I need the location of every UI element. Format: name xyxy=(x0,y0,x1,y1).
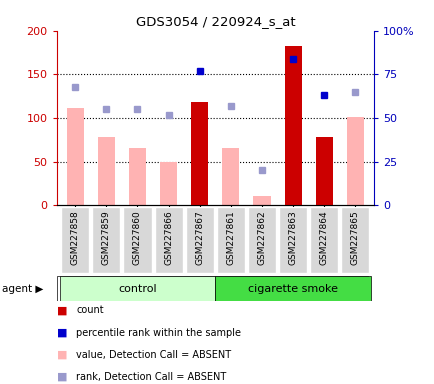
Bar xyxy=(160,162,177,205)
Bar xyxy=(222,148,239,205)
Text: GSM227859: GSM227859 xyxy=(102,210,111,265)
Bar xyxy=(128,148,146,205)
Text: count: count xyxy=(76,305,104,315)
Bar xyxy=(346,117,363,205)
Bar xyxy=(284,46,301,205)
Text: ■: ■ xyxy=(56,350,67,360)
Text: GSM227867: GSM227867 xyxy=(195,210,204,265)
Text: rank, Detection Call = ABSENT: rank, Detection Call = ABSENT xyxy=(76,372,226,382)
Text: GSM227863: GSM227863 xyxy=(288,210,297,265)
Text: agent ▶: agent ▶ xyxy=(2,284,43,294)
FancyBboxPatch shape xyxy=(341,207,368,273)
Text: GSM227861: GSM227861 xyxy=(226,210,235,265)
FancyBboxPatch shape xyxy=(61,207,89,273)
FancyBboxPatch shape xyxy=(279,207,306,273)
Text: GSM227864: GSM227864 xyxy=(319,210,328,265)
Text: GSM227860: GSM227860 xyxy=(133,210,141,265)
FancyBboxPatch shape xyxy=(185,207,213,273)
FancyBboxPatch shape xyxy=(309,207,338,273)
Text: ■: ■ xyxy=(56,305,67,315)
FancyBboxPatch shape xyxy=(154,207,182,273)
Bar xyxy=(66,108,84,205)
Bar xyxy=(191,103,208,205)
Text: GSM227866: GSM227866 xyxy=(164,210,173,265)
Text: value, Detection Call = ABSENT: value, Detection Call = ABSENT xyxy=(76,350,231,360)
FancyBboxPatch shape xyxy=(92,207,120,273)
Text: ■: ■ xyxy=(56,328,67,338)
Text: GSM227865: GSM227865 xyxy=(350,210,359,265)
Bar xyxy=(315,137,332,205)
Title: GDS3054 / 220924_s_at: GDS3054 / 220924_s_at xyxy=(135,15,294,28)
Bar xyxy=(98,137,115,205)
Text: GSM227862: GSM227862 xyxy=(257,210,266,265)
FancyBboxPatch shape xyxy=(247,207,276,273)
Text: GSM227858: GSM227858 xyxy=(71,210,79,265)
FancyBboxPatch shape xyxy=(217,207,244,273)
Text: cigarette smoke: cigarette smoke xyxy=(247,284,337,294)
FancyBboxPatch shape xyxy=(59,276,215,301)
FancyBboxPatch shape xyxy=(215,276,370,301)
Text: ■: ■ xyxy=(56,372,67,382)
Text: control: control xyxy=(118,284,156,294)
Text: percentile rank within the sample: percentile rank within the sample xyxy=(76,328,240,338)
FancyBboxPatch shape xyxy=(123,207,151,273)
Bar xyxy=(253,196,270,205)
